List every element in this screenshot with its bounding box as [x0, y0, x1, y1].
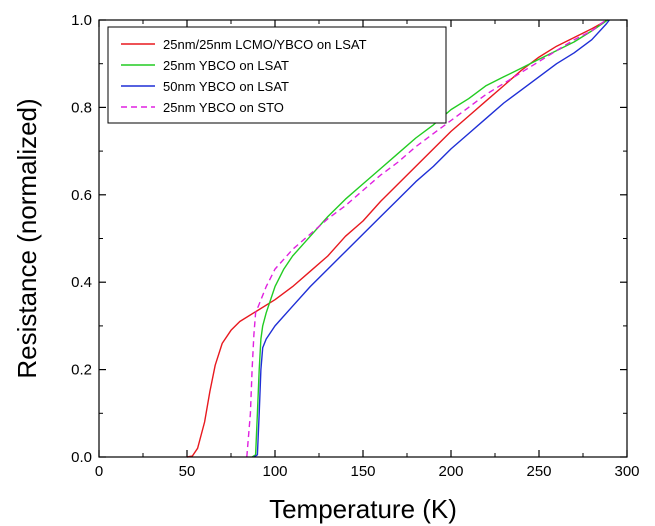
- plot-series: [186, 19, 610, 458]
- series-line: [186, 19, 608, 458]
- legend-label: 25nm YBCO on LSAT: [163, 58, 289, 73]
- x-tick-label: 0: [95, 463, 103, 480]
- y-axis-title: Resistance (normalized): [12, 98, 42, 378]
- x-tick-label: 100: [262, 463, 287, 480]
- x-tick-label: 250: [526, 463, 551, 480]
- series-line: [253, 19, 610, 458]
- x-axis: 0 50 100 150 200 250 300: [95, 20, 640, 480]
- series-line: [246, 19, 607, 458]
- y-tick-label: 0.8: [71, 99, 92, 116]
- x-axis-title: Temperature (K): [269, 494, 457, 524]
- x-tick-label: 50: [179, 463, 196, 480]
- y-axis: 0.0 0.2 0.4 0.6 0.8 1.0: [71, 12, 627, 466]
- legend-box: [107, 26, 447, 124]
- x-tick-label: 300: [614, 463, 639, 480]
- y-tick-label: 1.0: [71, 12, 92, 29]
- legend-label: 25nm YBCO on STO: [163, 100, 284, 115]
- legend-label: 50nm YBCO on LSAT: [163, 79, 289, 94]
- legend: 25nm/25nm LCMO/YBCO on LSAT 25nm YBCO on …: [107, 26, 447, 124]
- x-tick-label: 150: [350, 463, 375, 480]
- series-line: [251, 19, 608, 458]
- legend-label: 25nm/25nm LCMO/YBCO on LSAT: [163, 37, 367, 52]
- x-tick-label: 200: [438, 463, 463, 480]
- y-tick-label: 0.2: [71, 362, 92, 379]
- y-tick-label: 0.4: [71, 274, 92, 291]
- y-tick-label: 0.0: [71, 449, 92, 466]
- y-tick-label: 0.6: [71, 187, 92, 204]
